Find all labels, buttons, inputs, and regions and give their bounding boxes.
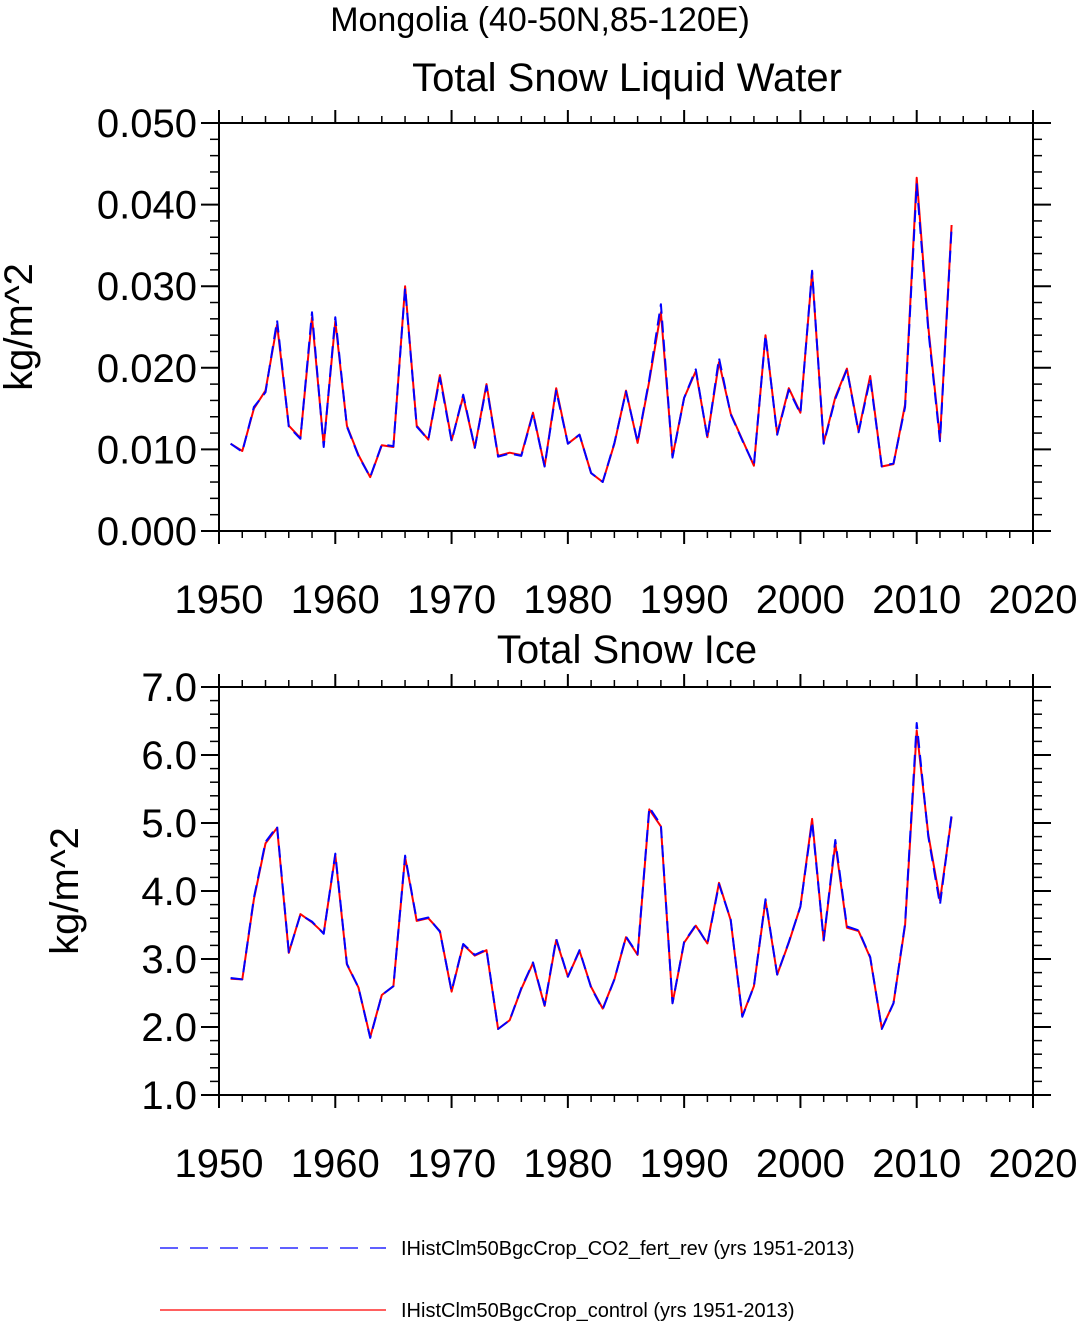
legend-label: IHistClm50BgcCrop_control (yrs 1951-2013…	[401, 1300, 795, 1322]
x-tick-label: 2010	[872, 578, 961, 622]
x-tick-label: 2000	[756, 578, 845, 622]
x-tick-label: 1950	[175, 578, 264, 622]
x-tick-label: 2020	[989, 1142, 1078, 1186]
x-tick-label: 2000	[756, 1142, 845, 1186]
series-line-co2-fert-rev	[230, 183, 953, 483]
y-tick-label: 0.000	[97, 510, 197, 554]
plot-frame	[218, 122, 1034, 532]
y-axis-label: kg/m^2	[43, 827, 87, 955]
x-tick-label: 2020	[989, 578, 1078, 622]
y-tick-label: 7.0	[141, 666, 197, 710]
chart-panel-snow-ice: Total Snow Ice kg/m^2 1950 1960 1970 1980 19…	[43, 628, 1077, 1186]
y-axis-label: kg/m^2	[0, 263, 41, 391]
x-tick-label: 2010	[872, 1142, 961, 1186]
x-tick-label: 1990	[640, 578, 729, 622]
x-tick-label: 1950	[175, 1142, 264, 1186]
y-tick-label: 6.0	[141, 734, 197, 778]
chart-title: Total Snow Ice	[497, 628, 757, 672]
y-tick-label: 3.0	[141, 938, 197, 982]
y-tick-label: 1.0	[141, 1074, 197, 1118]
x-tick-label: 1990	[640, 1142, 729, 1186]
x-tick-label: 1960	[291, 1142, 380, 1186]
y-tick-label: 2.0	[141, 1006, 197, 1050]
legend: IHistClm50BgcCrop_CO2_fert_rev (yrs 1951…	[160, 1238, 855, 1322]
x-tick-label: 1970	[407, 1142, 496, 1186]
chart-panel-snow-liquid-water: Total Snow Liquid Water kg/m^2 1950 1960 1…	[0, 56, 1077, 622]
y-tick-label: 0.010	[97, 428, 197, 472]
y-tick-label: 5.0	[141, 802, 197, 846]
x-tick-label: 1980	[523, 578, 612, 622]
x-tick-label: 1960	[291, 578, 380, 622]
y-tick-label: 4.0	[141, 870, 197, 914]
figure-title: Mongolia (40-50N,85-120E)	[330, 1, 750, 39]
x-tick-label: 1970	[407, 578, 496, 622]
chart-title: Total Snow Liquid Water	[412, 56, 842, 100]
plot-frame	[218, 686, 1034, 1096]
y-tick-label: 0.020	[97, 347, 197, 391]
x-tick-label: 1980	[523, 1142, 612, 1186]
legend-label: IHistClm50BgcCrop_CO2_fert_rev (yrs 1951…	[401, 1238, 855, 1260]
y-tick-label: 0.030	[97, 265, 197, 309]
series-line-control	[230, 176, 953, 483]
y-tick-label: 0.040	[97, 184, 197, 228]
y-tick-label: 0.050	[97, 102, 197, 146]
